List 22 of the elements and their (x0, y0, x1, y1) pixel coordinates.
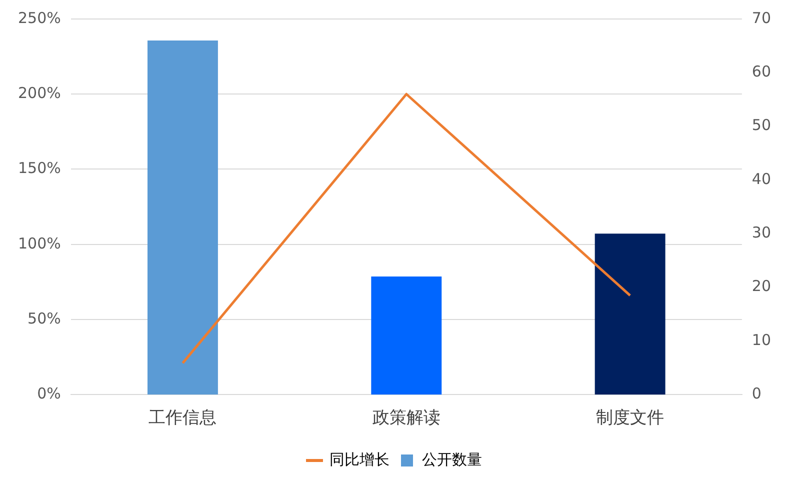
y-tick-label: 150% (18, 159, 61, 178)
bar (147, 40, 218, 395)
y2-tick-label: 0 (752, 384, 762, 402)
y-tick-label: 100% (18, 234, 61, 252)
legend-label: 同比增长 (330, 450, 390, 468)
bar (371, 276, 442, 395)
y-tick-label: 250% (18, 8, 61, 27)
y2-tick-label: 70 (752, 8, 772, 27)
x-tick-label: 制度文件 (596, 408, 664, 428)
x-tick-label: 政策解读 (372, 408, 440, 428)
y2-tick-label: 40 (752, 170, 772, 188)
y2-tick-label: 60 (752, 62, 772, 81)
y-tick-label: 200% (18, 84, 61, 102)
y2-tick-label: 30 (752, 224, 772, 242)
y-tick-label: 0% (37, 384, 61, 402)
x-tick-label: 工作信息 (148, 408, 217, 428)
y2-tick-label: 20 (752, 277, 772, 296)
y2-tick-label: 50 (752, 116, 772, 134)
y2-tick-label: 10 (752, 330, 772, 349)
legend-label: 公开数量 (422, 450, 482, 468)
y-tick-label: 50% (28, 309, 61, 328)
bar (594, 234, 666, 395)
